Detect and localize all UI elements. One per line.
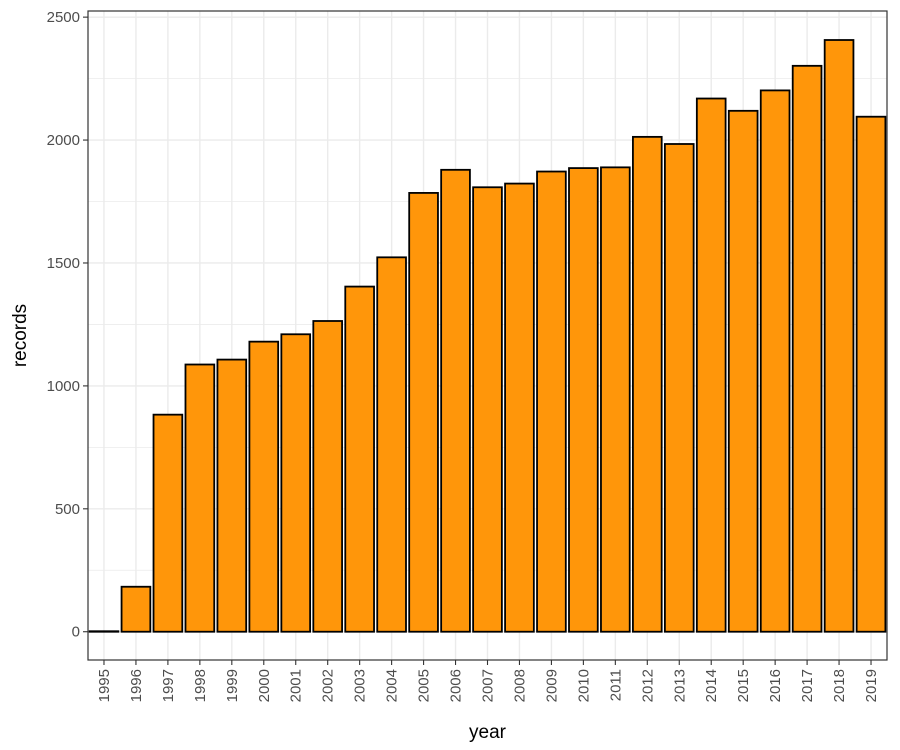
bar-2018 (823, 39, 855, 633)
x-tick-label: 2004 (384, 669, 401, 702)
x-tick-label: 2009 (543, 669, 560, 702)
bar-2002 (312, 320, 343, 633)
bar-2008 (504, 182, 535, 633)
x-tick-label: 2017 (799, 669, 816, 702)
bar-2010 (568, 167, 599, 633)
y-tick-label: 2000 (47, 132, 80, 149)
bar-2005 (408, 192, 439, 633)
x-tick-label: 1995 (96, 669, 113, 702)
x-tick-label: 2003 (352, 669, 369, 702)
bar-2014 (695, 97, 727, 633)
y-axis: 0 500 1000 1500 2000 2500 (47, 9, 88, 641)
bar-1996 (120, 585, 152, 633)
bar-2007 (472, 186, 503, 633)
bar-2019 (855, 115, 887, 633)
x-tick-label: 1998 (192, 669, 209, 702)
x-tick-label: 2001 (288, 669, 305, 702)
y-tick-label: 1000 (47, 378, 80, 395)
x-tick-label: 1999 (224, 669, 241, 702)
x-tick-label: 2012 (639, 669, 656, 702)
x-tick-label: 2007 (480, 669, 497, 702)
x-tick-label: 2005 (416, 669, 433, 702)
bar-1997 (152, 413, 184, 633)
x-tick-label: 2018 (831, 669, 848, 702)
bar-2006 (440, 168, 471, 633)
bar-2012 (632, 135, 663, 633)
x-tick-label: 2008 (511, 669, 528, 702)
bar-2015 (727, 109, 759, 633)
x-tick-label: 2006 (448, 669, 465, 702)
bar-2009 (536, 170, 567, 633)
x-tick-label: 2014 (703, 669, 720, 702)
y-tick-label: 2500 (47, 9, 80, 26)
x-tick-label: 1996 (128, 669, 145, 702)
y-tick-label: 500 (55, 501, 80, 518)
x-tick-label: 2002 (320, 669, 337, 702)
y-tick-label: 0 (72, 624, 80, 641)
x-tick-label: 2011 (607, 669, 624, 701)
x-tick-label: 2013 (671, 669, 688, 702)
x-axis: 1995 1996 1997 1998 1999 2000 2001 2002 2003 2004… (96, 660, 880, 702)
y-axis-title: records (10, 304, 31, 367)
x-tick-label: 2010 (575, 669, 592, 702)
bar-2017 (791, 64, 823, 633)
bar-2001 (280, 333, 312, 633)
bar-2004 (376, 256, 407, 633)
y-tick-label: 1500 (47, 255, 80, 272)
x-tick-label: 2016 (767, 669, 784, 702)
bar-2011 (600, 166, 631, 633)
x-tick-label: 1997 (160, 669, 177, 702)
bar-1999 (216, 358, 248, 633)
bar-2016 (759, 89, 791, 633)
bar-1995 (88, 630, 120, 633)
bar-2003 (344, 285, 375, 633)
x-tick-label: 2015 (735, 669, 752, 702)
x-tick-label: 2000 (256, 669, 273, 702)
bars (88, 39, 887, 633)
bar-1998 (184, 363, 216, 633)
bar-2000 (248, 340, 280, 633)
x-axis-title: year (469, 722, 507, 743)
x-tick-label: 2019 (863, 669, 880, 702)
bar-2013 (663, 143, 695, 633)
